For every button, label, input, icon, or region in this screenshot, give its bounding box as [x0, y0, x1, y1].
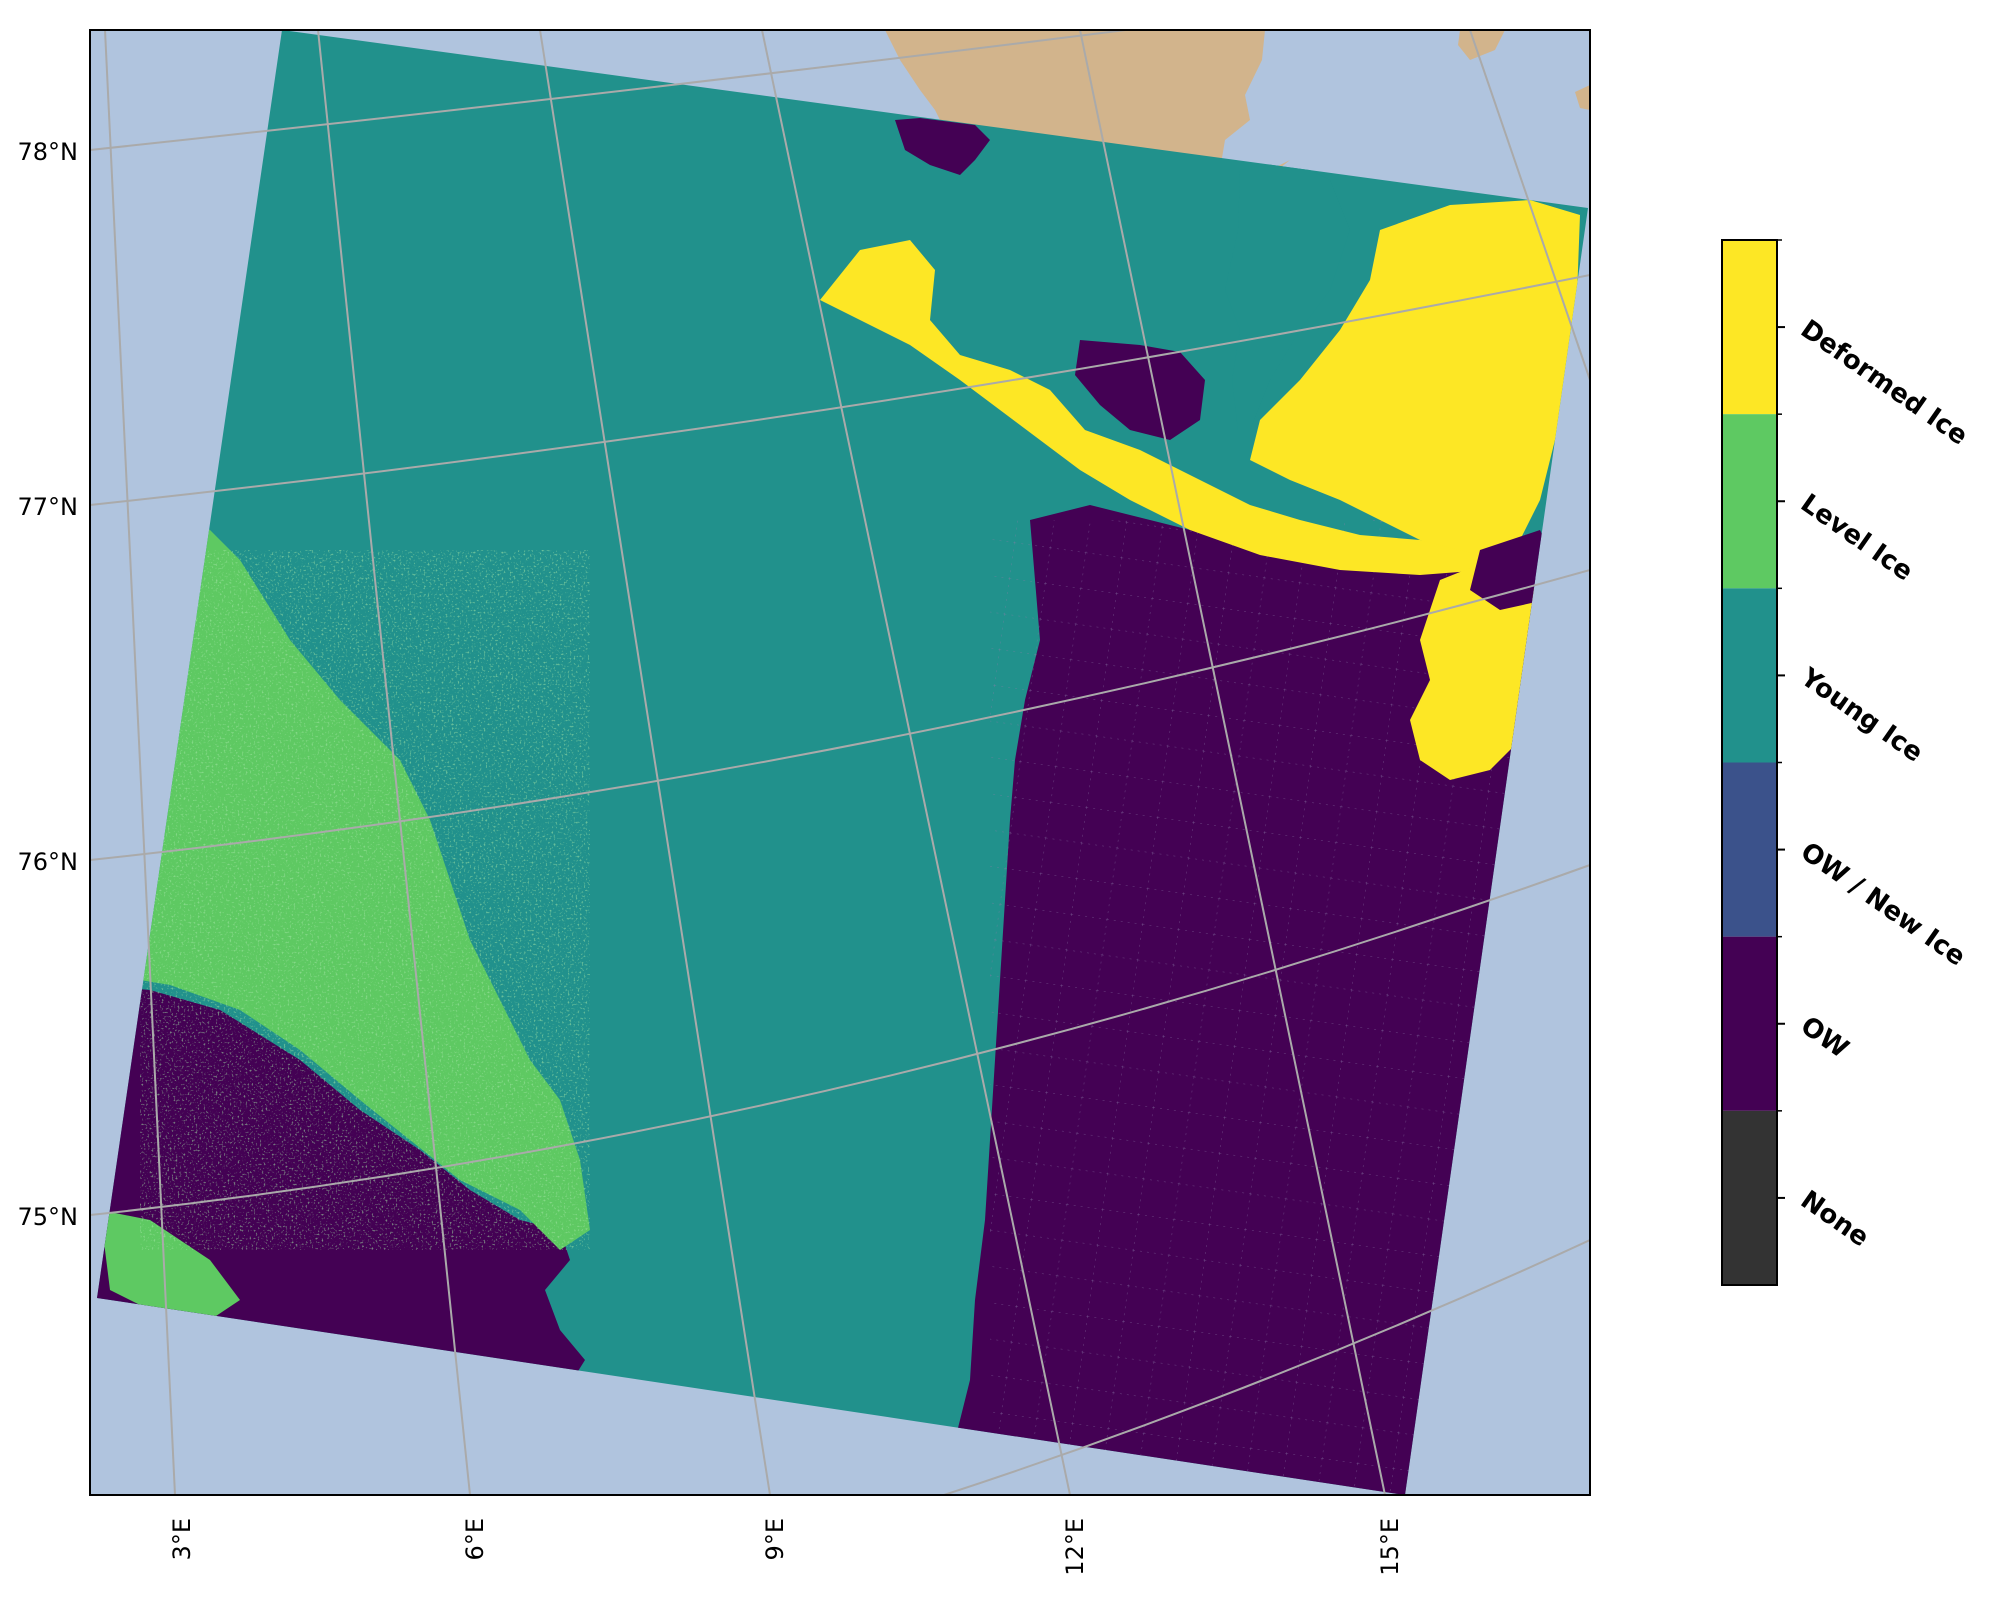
- lat-label-76n: 76°N: [18, 848, 79, 876]
- colorbar-legend: Deformed Ice Level Ice Young Ice OW / New I…: [1721, 239, 1973, 1286]
- colorbar-label-level-ice: Level Ice: [1795, 488, 1918, 587]
- meridian-9e: [539, 30, 771, 1495]
- colorbar-label-young-ice: Young Ice: [1794, 662, 1928, 768]
- land-east-coast: [1575, 85, 1590, 110]
- region-deformed-ice-east: [1250, 200, 1580, 555]
- colorbar-swatch-none: [1722, 1110, 1777, 1285]
- sar-swath: [97, 30, 1588, 1495]
- colorbar-label-ow-new-ice: OW / New Ice: [1795, 837, 1971, 973]
- parallel-78n: [90, 30, 1134, 151]
- meridian-18e: [1469, 30, 1590, 381]
- lon-label-9e: 9°E: [761, 1518, 789, 1560]
- region-level-ice-southwest-patch: [100, 1210, 240, 1320]
- parallel-74n: [940, 1239, 1590, 1495]
- land-north-islet: [1458, 30, 1505, 60]
- parallel-76n: [90, 569, 1590, 861]
- colorbar-swatch-level-ice: [1722, 414, 1777, 589]
- meridian-15e: [1079, 30, 1386, 1495]
- lon-label-15e: 15°E: [1376, 1518, 1404, 1576]
- region-young-ice-east: [1225, 160, 1350, 430]
- map-frame: [89, 29, 1591, 1496]
- meridian-6e: [317, 30, 471, 1495]
- lon-label-3e: 3°E: [168, 1518, 196, 1560]
- level-ice-speckle: [140, 550, 590, 1250]
- lon-label-12e: 12°E: [1061, 1518, 1089, 1576]
- region-deformed-ice-southeast: [1410, 560, 1545, 780]
- lat-label-77n: 77°N: [18, 493, 79, 521]
- colorbar-label-ow: OW: [1795, 1011, 1854, 1065]
- colorbar-swatch-deformed-ice: [1722, 240, 1777, 415]
- colorbar-label-deformed-ice: Deformed Ice: [1795, 314, 1973, 451]
- lat-label-78n: 78°N: [18, 138, 79, 166]
- colorbar-swatch-ow-new-ice: [1722, 762, 1777, 937]
- colorbar-frame: [1721, 239, 1778, 1286]
- graticule: [90, 30, 1590, 1495]
- colorbar-label-none: None: [1795, 1185, 1874, 1253]
- parallel-75n: [90, 864, 1590, 1216]
- lon-label-6e: 6°E: [461, 1518, 489, 1560]
- lat-label-75n: 75°N: [18, 1203, 79, 1231]
- colorbar-swatch-young-ice: [1722, 588, 1777, 763]
- meridian-12e: [761, 30, 1071, 1495]
- meridian-3e: [104, 30, 176, 1495]
- colorbar-swatch-ow: [1722, 936, 1777, 1111]
- parallel-77n: [90, 274, 1590, 506]
